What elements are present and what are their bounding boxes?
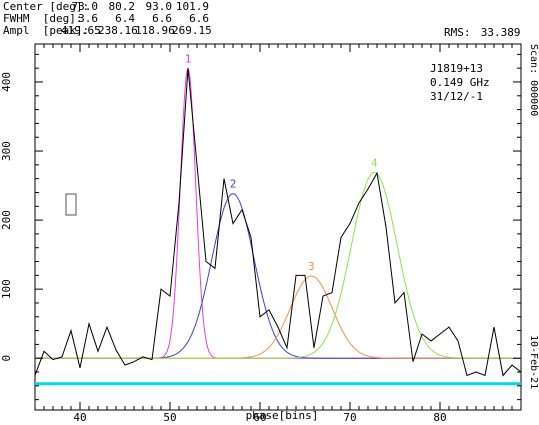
x-tick-label: 60 [253,411,266,424]
y-tick-label: 0 [0,355,13,362]
component-curve-2 [35,193,521,359]
rms-readout: RMS: 33.389 [444,26,521,39]
gaussian-components: 1 2 3 4 [35,52,521,359]
x-tick-label: 50 [163,411,176,424]
tick-labels: 40 50 60 70 80 0 100 200 300 400 [0,72,447,424]
y-tick-label: 400 [0,72,13,92]
axis-ticks [35,44,522,410]
component-label-4: 4 [371,156,378,169]
fit-value: 3.6 [78,12,98,25]
marker-box [65,193,77,216]
fit-value: 6.6 [189,12,209,25]
fit-value: 118.96 [135,24,175,37]
y-tick-label: 200 [0,210,13,230]
fit-value: 93.0 [145,0,173,13]
x-axis-label: phase[bins] [246,409,319,422]
fit-value: 73.0 [71,0,99,13]
fit-row: FWHM [deg]: 3.6 6.4 6.6 6.6 [3,13,209,25]
x-tick-label: 40 [73,411,86,424]
component-label-3: 3 [308,260,315,273]
component-label-1: 1 [185,52,192,65]
component-label-2: 2 [230,178,237,191]
fit-row: Center [deg]: 73.0 80.2 93.0 101.9 [3,1,209,13]
scan-label: Scan: 000000 [528,44,539,116]
fit-value: 80.2 [108,0,136,13]
component-curve-4 [35,171,521,359]
rms-label: RMS: [444,26,471,39]
fit-value: 419.65 [61,24,101,37]
fit-value: 269.15 [172,24,212,37]
fit-value: 101.9 [175,0,209,13]
date-label: 10-Feb-21 [528,335,539,389]
component-curve-1 [35,67,521,359]
fit-row: Ampl [peak]: 419.65 238.16 118.96 269.15 [3,24,212,37]
source-date: 31/12/-1 [430,90,483,103]
source-name: J1819+13 [430,62,483,75]
profile-line [34,68,522,377]
y-tick-label: 300 [0,141,13,161]
rms-value: 33.389 [480,26,521,39]
pulse-profile [34,68,522,377]
x-tick-label: 80 [433,411,446,424]
source-frequency: 0.149 GHz [430,76,490,89]
fit-value: 238.16 [98,24,138,37]
x-tick-label: 70 [343,411,356,424]
component-curve-3 [35,275,521,359]
y-tick-label: 100 [0,279,13,299]
fit-value: 6.6 [152,12,172,25]
fit-value: 6.4 [115,12,135,25]
fit-parameter-table: Center [deg]: 73.0 80.2 93.0 101.9 FWHM [deg]… [3,1,212,37]
